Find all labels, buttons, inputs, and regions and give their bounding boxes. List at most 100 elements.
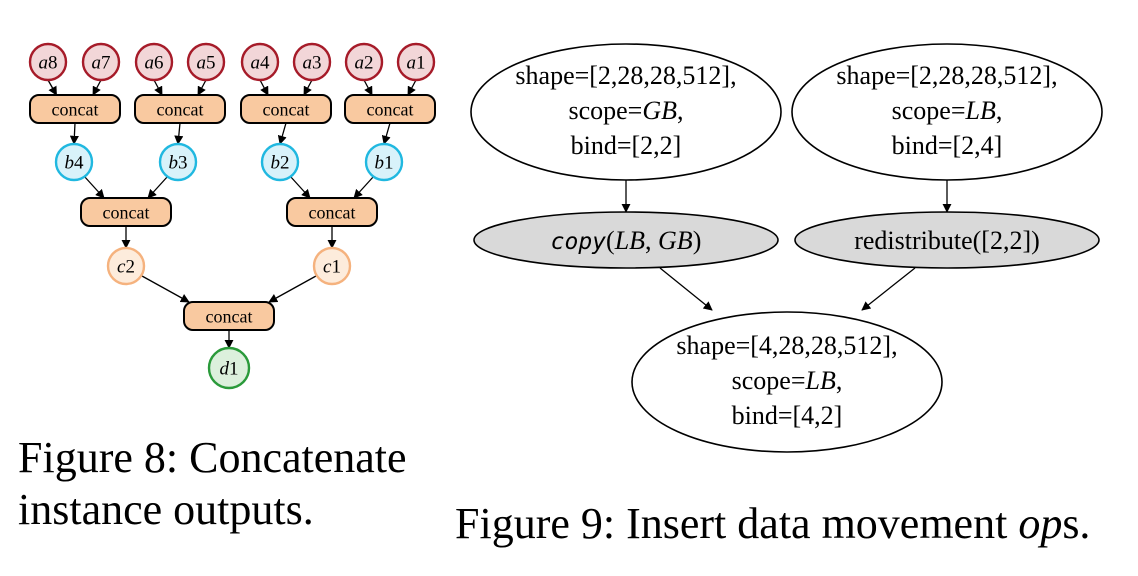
concat-box-l2-label: concat: [309, 203, 356, 223]
tensor-input-right-ellipse: [791, 43, 1103, 181]
node-a7-shape: [81, 42, 121, 82]
concat-box-l1-label: concat: [367, 100, 414, 120]
edge-concat-to-b: [69, 122, 79, 145]
concat-box-l1: concat: [240, 94, 332, 124]
tensor-input-right-bind: bind=[2,4]: [892, 131, 1003, 160]
node-a2: a2: [344, 42, 384, 82]
op-copy: copy(LB, GB): [473, 211, 779, 269]
node-label: b3: [169, 153, 188, 174]
node-a4: a4: [240, 42, 280, 82]
node-label: a1: [407, 53, 426, 74]
edge-c-to-root: [268, 275, 317, 303]
node-a5-shape: [186, 42, 226, 82]
node-label: b2: [271, 153, 290, 174]
tensor-output-scope: scope=LB,: [732, 366, 843, 395]
concat-box-l1-shape: [134, 94, 226, 124]
node-label: a5: [197, 53, 216, 74]
tensor-input-right-shape: shape=[2,28,28,512],: [836, 61, 1057, 90]
node-a7: a7: [81, 42, 121, 82]
concat-box-l1-shape: [240, 94, 332, 124]
node-label: b4: [65, 153, 85, 174]
concat-box-l2-shape: [286, 197, 378, 227]
edge-a-to-concat: [259, 79, 269, 96]
edge-a-to-concat: [92, 79, 102, 96]
node-label: a6: [145, 53, 164, 74]
node-b1-shape: [364, 142, 404, 182]
concat-box-root-label: concat: [206, 307, 253, 327]
node-label: a3: [303, 53, 322, 74]
concat-box-l2-label: concat: [103, 203, 150, 223]
op-redistribute-ellipse: [794, 211, 1100, 269]
op-copy-label: copy(LB, GB): [551, 226, 702, 255]
op-copy-ellipse: [473, 211, 779, 269]
concat-box-root-shape: [183, 301, 275, 331]
figure-8-caption-line2: instance outputs.: [18, 484, 314, 534]
edge-a-to-concat: [153, 79, 163, 96]
edge-b-to-concat: [353, 175, 375, 199]
op-redistribute-label: redistribute([2,2]): [854, 226, 1040, 255]
node-c2: c2: [106, 246, 146, 286]
tensor-input-left: shape=[2,28,28,512], scope=GB, bind=[2,2]: [470, 43, 782, 181]
node-b1: b1: [364, 142, 404, 182]
node-a6-shape: [134, 42, 174, 82]
concat-box-l1: concat: [29, 94, 121, 124]
tensor-input-left-scope: scope=GB,: [568, 96, 683, 125]
node-a2-shape: [344, 42, 384, 82]
node-c1: c1: [312, 246, 352, 286]
node-a8-shape: [28, 42, 68, 82]
concat-box-l2: concat: [80, 197, 172, 227]
edge-concat-to-b: [381, 122, 391, 145]
tensor-output-bind: bind=[4,2]: [732, 401, 843, 430]
edge-copy-to-output: [659, 267, 713, 311]
node-a6: a6: [134, 42, 174, 82]
node-a8: a8: [28, 42, 68, 82]
node-b2: b2: [260, 142, 300, 182]
edge-a-to-concat: [47, 79, 58, 96]
figure-9-caption: Figure 9: Insert data movement ops.: [455, 498, 1135, 550]
concat-box-l1-shape: [29, 94, 121, 124]
tensor-output-shape: shape=[4,28,28,512],: [676, 331, 897, 360]
edge-a-to-concat: [407, 79, 417, 96]
node-a1-shape: [396, 42, 436, 82]
node-b2-shape: [260, 142, 300, 182]
node-a1: a1: [396, 42, 436, 82]
concat-box-l1-shape: [344, 94, 436, 124]
tensor-input-left-ellipse: [470, 43, 782, 181]
node-label: a7: [92, 53, 111, 74]
node-label: a4: [251, 53, 271, 74]
tensor-input-left-bind: bind=[2,2]: [571, 131, 682, 160]
concat-box-l1-label: concat: [263, 100, 310, 120]
node-b3-shape: [158, 142, 198, 182]
figure-9-caption-suffix: s.: [1062, 499, 1091, 548]
concat-box-root: concat: [183, 301, 275, 331]
node-c1-shape: [312, 246, 352, 286]
edge-b-to-concat: [289, 175, 311, 199]
edge-b-to-concat: [147, 175, 169, 199]
node-label: c2: [117, 257, 135, 278]
node-label: a2: [355, 53, 374, 74]
node-label: b1: [375, 153, 394, 174]
tensor-output-ellipse: [631, 311, 943, 453]
concat-box-l1-label: concat: [157, 100, 204, 120]
node-b4-shape: [54, 142, 94, 182]
tensor-input-right-scope: scope=LB,: [892, 96, 1003, 125]
figure-9-caption-prefix: Figure 9: Insert data movement: [455, 499, 1019, 548]
node-a3: a3: [292, 42, 332, 82]
edge-c-to-root: [141, 275, 190, 303]
figure-8-concat-tree: a8 a7 a6 a5 a4 a3 a2 a1 concat concat concat concat…: [28, 42, 436, 390]
node-d1: d1: [207, 346, 251, 390]
node-a4-shape: [240, 42, 280, 82]
node-c2-shape: [106, 246, 146, 286]
op-redistribute: redistribute([2,2]): [794, 211, 1100, 269]
node-label: d1: [220, 359, 239, 380]
edge-a-to-concat: [363, 79, 373, 96]
figure-9-caption-ops: op: [1018, 499, 1063, 548]
node-b3: b3: [158, 142, 198, 182]
tensor-output: shape=[4,28,28,512], scope=LB, bind=[4,2]: [631, 311, 943, 453]
figure-9-data-movement: shape=[2,28,28,512], scope=GB, bind=[2,2] s…: [470, 43, 1103, 453]
tensor-input-right: shape=[2,28,28,512], scope=LB, bind=[2,4]: [791, 43, 1103, 181]
edge-concat-to-b: [174, 122, 184, 145]
concat-box-l1: concat: [344, 94, 436, 124]
node-label: c1: [323, 257, 341, 278]
figure-8-caption-line1: Figure 8: Concatenate: [18, 433, 407, 482]
